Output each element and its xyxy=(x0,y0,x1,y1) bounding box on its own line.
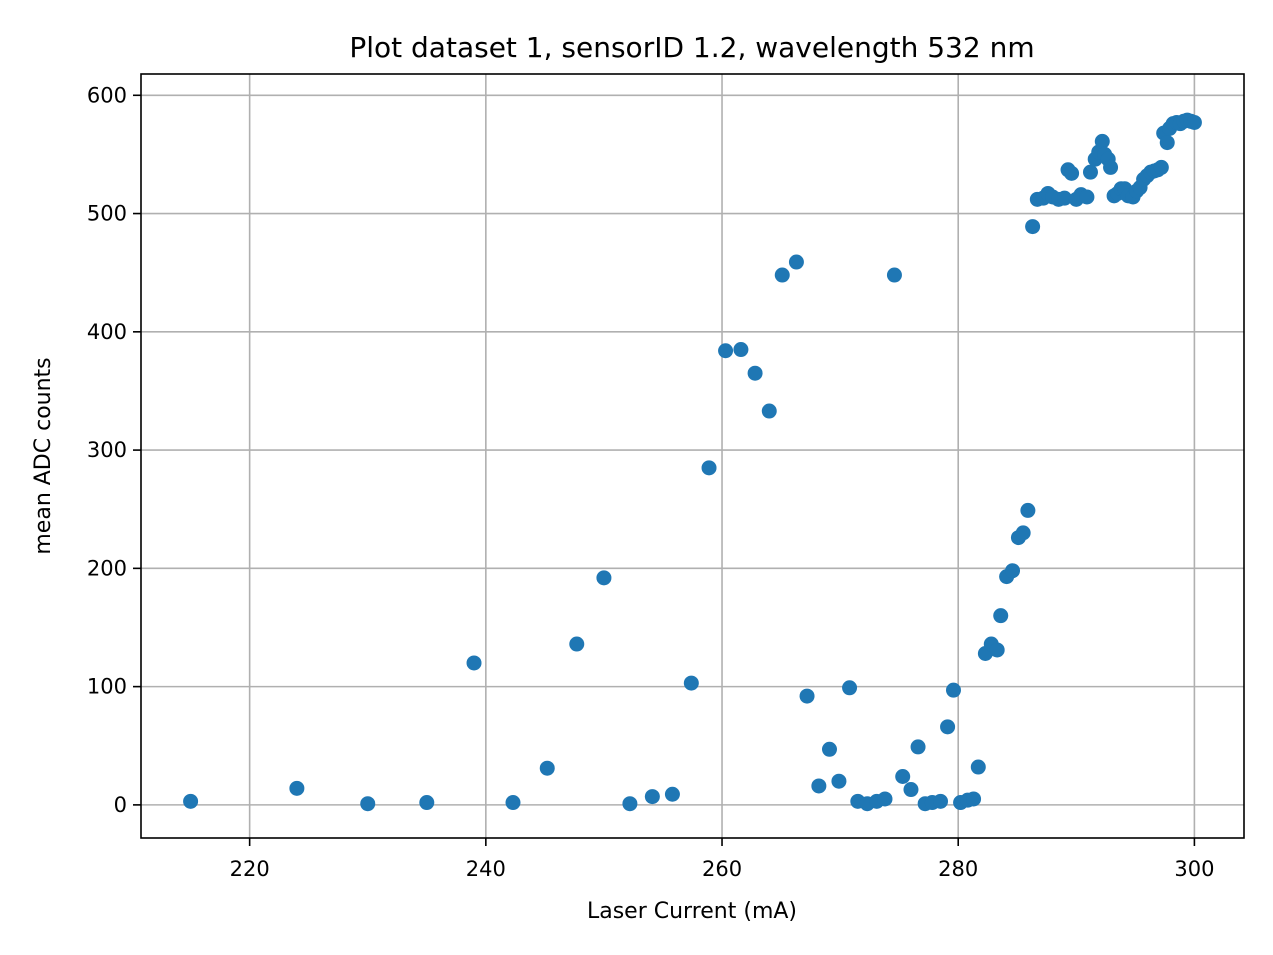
data-point xyxy=(842,680,858,696)
x-tick-label: 280 xyxy=(938,857,978,881)
y-tick-label: 500 xyxy=(87,202,127,226)
data-points xyxy=(183,112,1202,812)
data-point xyxy=(596,570,612,586)
data-point xyxy=(1094,133,1110,149)
data-point xyxy=(788,254,804,270)
data-point xyxy=(1186,114,1202,130)
data-point xyxy=(701,460,717,476)
data-point xyxy=(989,642,1005,658)
y-tick-label: 0 xyxy=(114,793,127,817)
data-point xyxy=(1153,159,1169,175)
data-point xyxy=(932,793,948,809)
data-point xyxy=(910,739,926,755)
y-tick-label: 200 xyxy=(87,556,127,580)
data-point xyxy=(622,796,638,812)
x-axis-ticks: 220 240 260 280 300 xyxy=(230,838,1214,881)
data-point xyxy=(360,796,376,812)
data-point xyxy=(1159,135,1175,151)
data-point xyxy=(569,636,585,652)
data-point xyxy=(505,795,521,811)
y-tick-label: 300 xyxy=(87,438,127,462)
grid-lines xyxy=(141,74,1244,838)
data-point xyxy=(799,688,815,704)
data-point xyxy=(774,267,790,283)
data-point xyxy=(539,760,555,776)
data-point xyxy=(733,342,749,358)
y-tick-label: 400 xyxy=(87,320,127,344)
x-tick-label: 240 xyxy=(466,857,506,881)
data-point xyxy=(183,793,199,809)
data-point xyxy=(1082,164,1098,180)
data-point xyxy=(1103,159,1119,175)
x-axis-label: Laser Current (mA) xyxy=(587,899,797,924)
data-point xyxy=(970,759,986,775)
data-point xyxy=(1005,563,1021,579)
data-point xyxy=(1025,219,1041,235)
y-axis-ticks: 0 100 200 300 400 500 600 xyxy=(87,83,141,817)
data-point xyxy=(289,780,305,796)
data-point xyxy=(1064,165,1080,181)
x-tick-label: 220 xyxy=(230,857,270,881)
data-point xyxy=(831,773,847,789)
data-point xyxy=(664,786,680,802)
data-point xyxy=(644,789,660,805)
y-tick-label: 100 xyxy=(87,675,127,699)
data-point xyxy=(966,791,982,807)
plot-frame xyxy=(140,73,1245,839)
data-point xyxy=(993,608,1009,624)
data-point xyxy=(747,365,763,381)
data-point xyxy=(895,769,911,785)
data-point xyxy=(877,791,893,807)
data-point xyxy=(1079,189,1095,205)
data-point xyxy=(1056,190,1072,206)
data-point xyxy=(821,741,837,757)
x-tick-label: 300 xyxy=(1174,857,1214,881)
data-point xyxy=(903,782,919,798)
data-point xyxy=(761,403,777,419)
y-tick-label: 600 xyxy=(87,83,127,107)
data-point xyxy=(886,267,902,283)
data-point xyxy=(419,795,435,811)
data-point xyxy=(1015,525,1031,541)
x-tick-label: 260 xyxy=(702,857,742,881)
data-point xyxy=(683,675,699,691)
data-point xyxy=(466,655,482,671)
data-point xyxy=(811,778,827,794)
data-point xyxy=(1020,502,1036,518)
chart-title: Plot dataset 1, sensorID 1.2, wavelength… xyxy=(349,31,1034,64)
y-axis-label: mean ADC counts xyxy=(31,357,56,554)
data-point xyxy=(718,343,734,359)
data-point xyxy=(945,682,961,698)
data-point xyxy=(940,719,956,735)
